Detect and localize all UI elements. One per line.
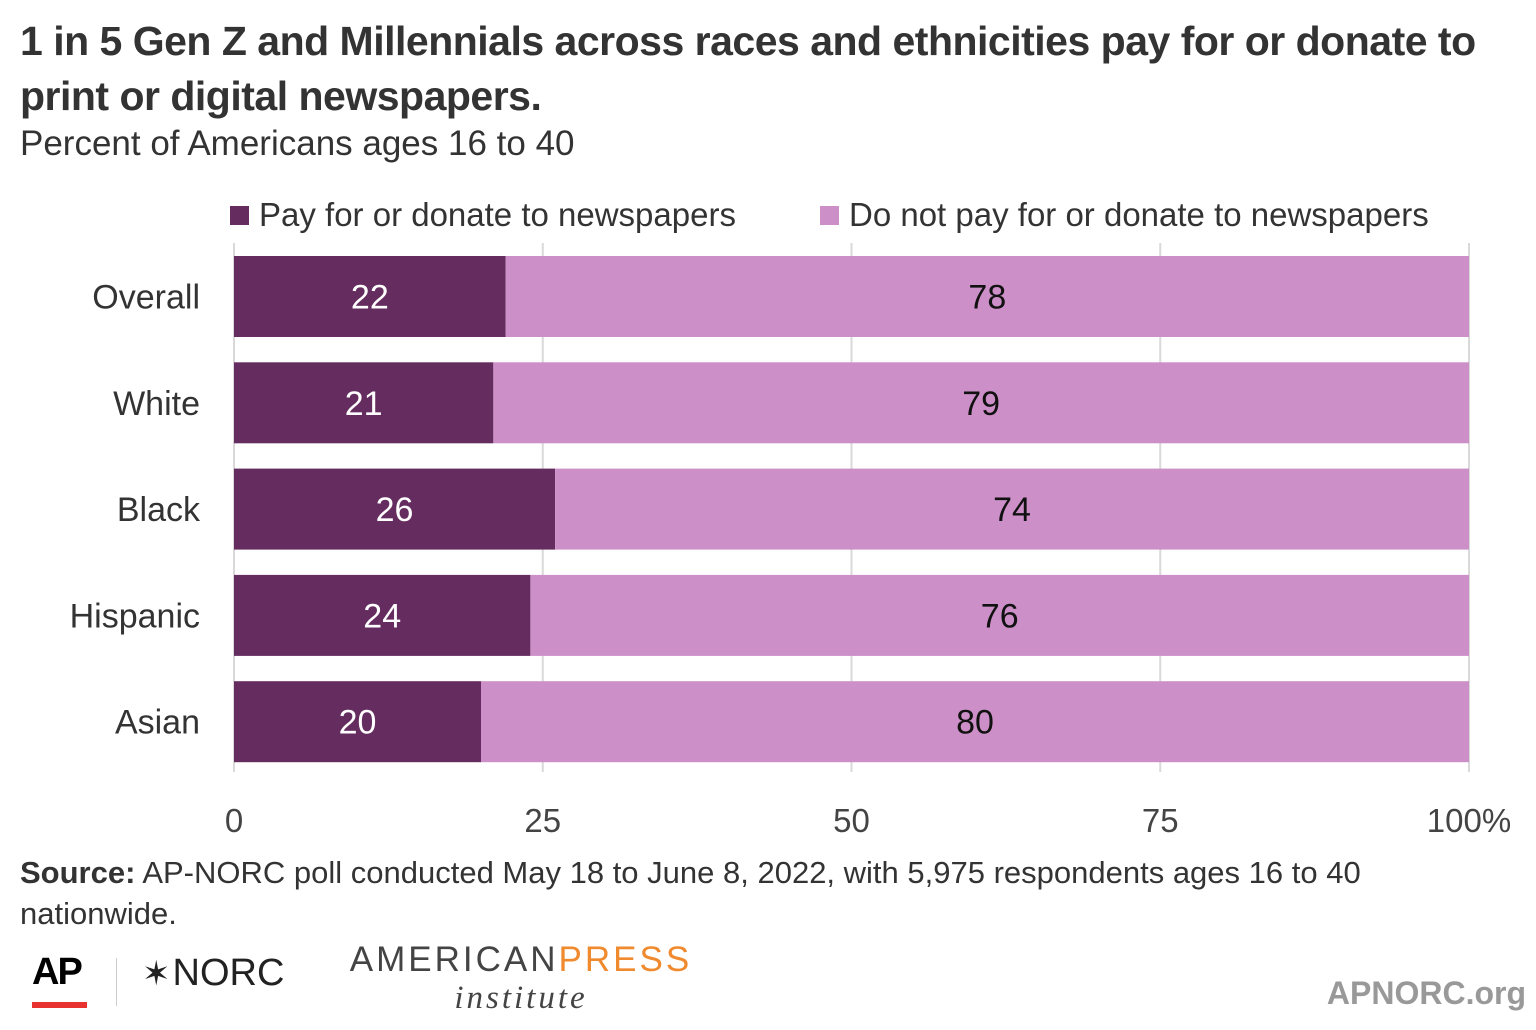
- data-label: 76: [981, 597, 1019, 635]
- norc-logo: ✶ NORC: [142, 952, 284, 995]
- bar-segment: [505, 256, 1469, 337]
- data-label: 21: [345, 385, 383, 423]
- data-label: 78: [968, 279, 1006, 317]
- bar-segment: [481, 681, 1469, 763]
- api-logo-press: PRESS: [558, 940, 693, 979]
- category-label: Overall: [92, 279, 200, 317]
- source-text: AP-NORC poll conducted May 18 to June 8,…: [20, 855, 1361, 931]
- norc-logo-text: NORC: [172, 952, 285, 994]
- legend-label-pay: Pay for or donate to newspapers: [259, 196, 736, 233]
- api-logo-american: AMERICAN: [349, 940, 559, 979]
- x-tick-label: 50: [833, 802, 870, 839]
- ap-logo-text: AP: [32, 951, 83, 993]
- category-label: Asian: [115, 704, 200, 742]
- category-label: Black: [117, 491, 201, 529]
- source-note: Source: AP-NORC poll conducted May 18 to…: [20, 852, 1510, 934]
- legend-swatch-pay: [230, 205, 249, 225]
- bar-segment: [234, 574, 531, 656]
- data-label: 26: [376, 491, 414, 529]
- data-label: 80: [956, 704, 994, 742]
- category-label: White: [113, 385, 200, 423]
- bar-segment: [234, 681, 481, 763]
- api-logo-institute: institute: [454, 980, 588, 1016]
- bar-segment: [234, 362, 494, 444]
- legend-label-not-pay: Do not pay for or donate to newspapers: [849, 196, 1429, 233]
- bar-segment: [530, 574, 1469, 656]
- bar-segment: [555, 468, 1469, 550]
- legend-swatch-not-pay: [820, 205, 839, 225]
- x-tick-label: 0: [225, 802, 243, 839]
- data-label: 22: [351, 279, 389, 317]
- plot-area: 0 25 50 75 100% Overall 22 78 White 21 79 Black 26 74…: [70, 243, 1511, 839]
- data-label: 74: [993, 491, 1031, 529]
- chart-subtitle: Percent of Americans ages 16 to 40: [20, 124, 575, 163]
- bar-segment: [234, 468, 556, 550]
- bar-segment: [493, 362, 1470, 444]
- legend-item-pay: Pay for or donate to newspapers: [230, 196, 736, 234]
- data-label: 20: [339, 704, 377, 742]
- api-logo: AMERICANPRESS institute: [348, 940, 694, 1017]
- category-label: Hispanic: [70, 597, 200, 635]
- data-label: 24: [363, 597, 401, 635]
- x-tick-label: 25: [524, 802, 561, 839]
- x-tick-label: 75: [1142, 802, 1179, 839]
- x-tick-label: 100%: [1427, 802, 1511, 839]
- bar-segment: [234, 256, 506, 337]
- star-icon: ✶: [142, 954, 171, 993]
- data-label: 79: [962, 385, 1000, 423]
- source-label: Source:: [20, 855, 136, 890]
- ap-logo: AP: [32, 952, 87, 1008]
- legend-item-not-pay: Do not pay for or donate to newspapers: [820, 196, 1429, 234]
- chart-title: 1 in 5 Gen Z and Millennials across race…: [20, 18, 1476, 119]
- site-link[interactable]: APNORC.org: [1326, 975, 1526, 1011]
- ap-logo-bar: [32, 1002, 87, 1008]
- logo-divider: [116, 958, 117, 1006]
